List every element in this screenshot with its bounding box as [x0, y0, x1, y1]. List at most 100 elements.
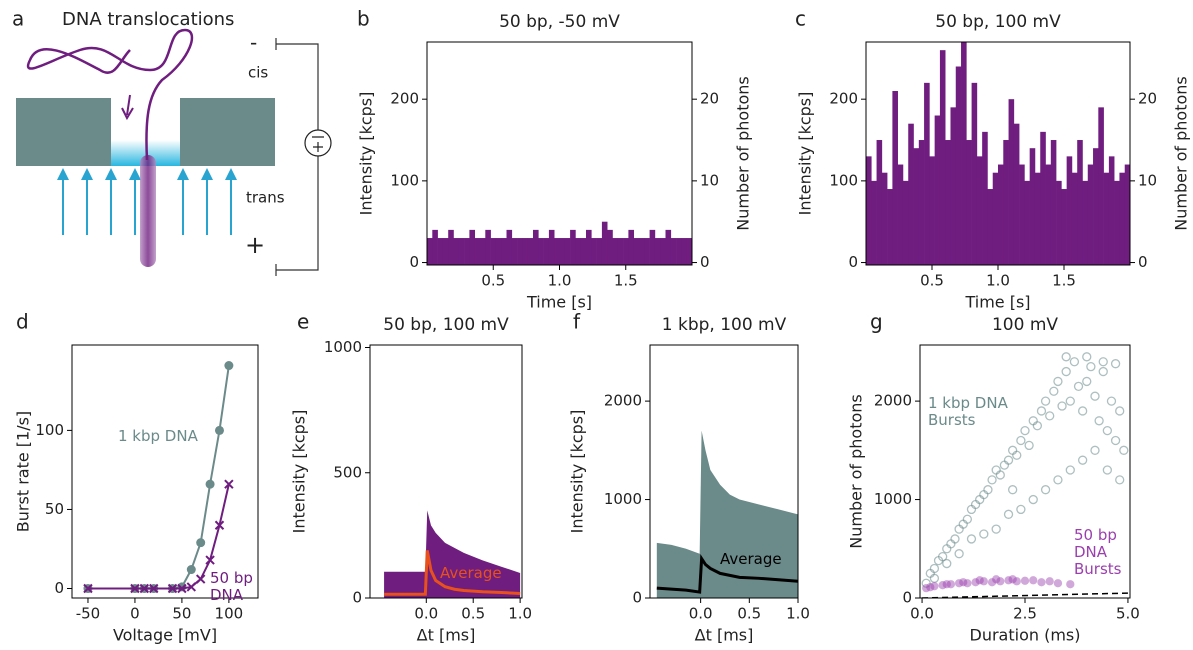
- bar: [913, 148, 920, 265]
- point: [1004, 576, 1013, 585]
- point: [1119, 445, 1129, 455]
- bar: [1114, 180, 1120, 265]
- x-tick-label: 1.0: [548, 272, 572, 290]
- point: [1040, 485, 1051, 495]
- point: [946, 580, 956, 589]
- bar: [1024, 180, 1030, 265]
- marker: [177, 583, 187, 594]
- chart-title: 50 bp, -50 mV: [499, 12, 620, 32]
- legend-label: 50 bp DNA Bursts: [1074, 526, 1122, 578]
- bar: [453, 238, 460, 265]
- bar: [490, 238, 497, 265]
- bar: [607, 229, 613, 265]
- point: [1020, 425, 1030, 436]
- point: [1077, 406, 1088, 416]
- cis-label: cis: [248, 64, 268, 82]
- point: [1003, 455, 1014, 465]
- point: [963, 579, 972, 588]
- point: [942, 558, 952, 569]
- point: [1040, 396, 1051, 406]
- bar: [548, 229, 555, 265]
- point: [1036, 406, 1047, 416]
- y2-axis-label: Number of photons: [734, 76, 753, 231]
- point: [1098, 357, 1108, 367]
- bar: [902, 180, 909, 265]
- bar: [1082, 180, 1089, 265]
- point: [1115, 475, 1125, 485]
- point: [1090, 445, 1100, 455]
- bar: [929, 156, 935, 265]
- bar: [939, 50, 946, 265]
- bar: [570, 229, 576, 265]
- y-tick-label: 0: [632, 589, 642, 607]
- x-tick-label: 0: [130, 605, 140, 623]
- point: [1024, 440, 1034, 451]
- flow-arrow: [121, 94, 134, 121]
- bar: [517, 238, 523, 265]
- bar: [1013, 123, 1020, 265]
- point: [975, 576, 984, 585]
- bar: [575, 238, 581, 265]
- line-label: Average: [720, 550, 782, 568]
- bar: [596, 238, 603, 265]
- point: [987, 475, 997, 485]
- point: [1020, 576, 1030, 585]
- bar: [1040, 131, 1046, 265]
- marker: [83, 583, 93, 594]
- y-tick-label: 0: [902, 589, 912, 607]
- bar: [881, 172, 888, 265]
- point: [1082, 352, 1092, 362]
- bar: [628, 229, 634, 265]
- point: [991, 524, 1001, 534]
- point: [979, 529, 989, 539]
- bar: [437, 238, 444, 265]
- bar: [511, 238, 518, 265]
- y2-axis-label: Number of photons: [1172, 76, 1191, 231]
- x-axis-label: Δt [ms]: [695, 626, 754, 645]
- x-tick-label: 1.5: [1052, 272, 1076, 290]
- point: [1007, 485, 1018, 495]
- point: [1032, 421, 1043, 431]
- point: [922, 584, 931, 593]
- bar: [427, 238, 433, 265]
- y-tick-label: 100: [390, 171, 419, 189]
- bar: [538, 238, 544, 265]
- average-line: [656, 554, 798, 594]
- bar: [908, 123, 914, 265]
- y-tick-label: 0: [409, 253, 419, 271]
- marker: [167, 583, 178, 594]
- bar: [1056, 180, 1062, 265]
- x-axis-label: Δt [ms]: [417, 626, 476, 645]
- membrane: [180, 98, 275, 166]
- y2-tick-label: 0: [1138, 253, 1148, 271]
- bar: [1003, 140, 1009, 265]
- point: [1016, 504, 1026, 515]
- marker: [139, 583, 150, 594]
- y-tick-label: 200: [829, 90, 858, 108]
- point: [1110, 435, 1121, 446]
- bar: [934, 115, 941, 265]
- bar: [1119, 172, 1126, 265]
- bar: [543, 238, 550, 265]
- bar: [924, 82, 930, 265]
- chart-title: 100 mV: [992, 315, 1058, 335]
- y-axis-label: Intensity [kcps]: [290, 410, 309, 534]
- bar: [623, 238, 629, 265]
- axes-frame: [369, 344, 523, 599]
- point: [942, 580, 951, 589]
- marker: [205, 479, 215, 489]
- threshold-line: [922, 592, 1128, 598]
- point: [1090, 391, 1100, 401]
- bar: [617, 238, 624, 265]
- bar: [586, 229, 592, 265]
- point: [1110, 359, 1121, 369]
- bar: [887, 189, 893, 265]
- bar: [1019, 164, 1025, 265]
- panel-letter: d: [16, 310, 29, 334]
- x-tick-label: 0.0: [689, 605, 713, 623]
- bar: [469, 229, 475, 265]
- point: [987, 578, 997, 587]
- x-axis-label: Duration (ms): [970, 626, 1081, 645]
- point: [1037, 578, 1046, 587]
- point: [929, 573, 940, 583]
